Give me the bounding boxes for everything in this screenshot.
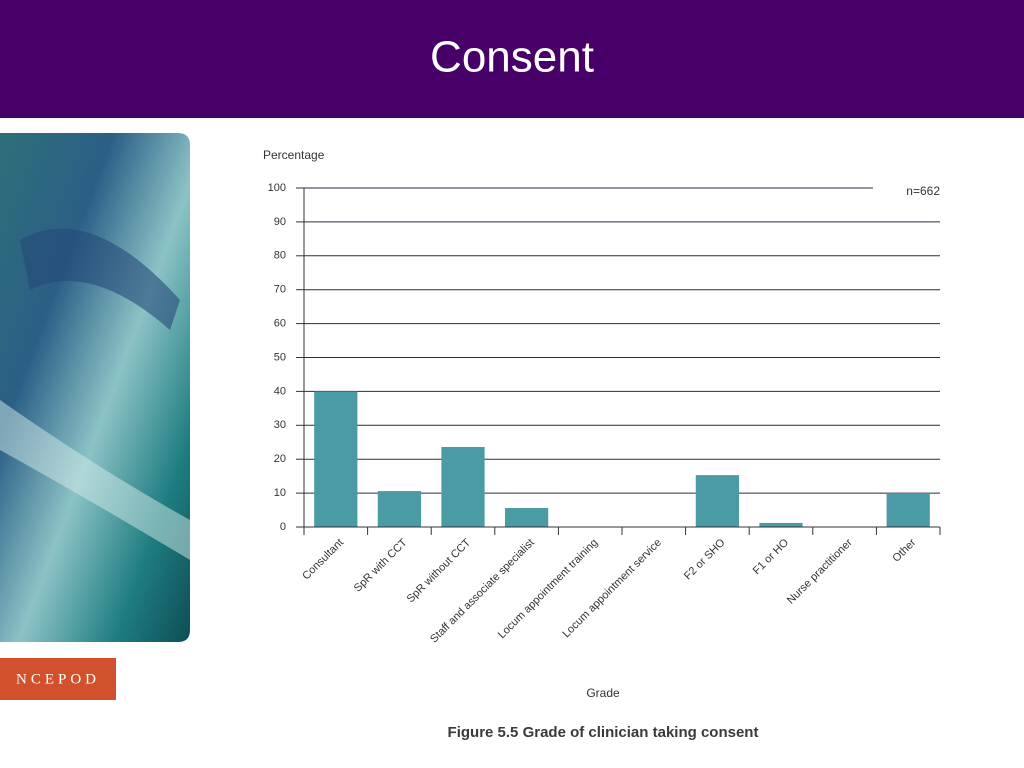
y-tick-label: 100 <box>268 182 286 194</box>
header-bar <box>0 0 1024 118</box>
bar <box>314 391 358 527</box>
y-tick-label: 80 <box>274 250 286 262</box>
bar <box>504 508 549 527</box>
x-axis-label: Grade <box>586 686 620 700</box>
y-tick-label: 20 <box>274 453 286 465</box>
bar <box>441 446 485 527</box>
bar <box>377 491 422 527</box>
x-tick-label: F2 or SHO <box>682 536 728 582</box>
photo-detail <box>20 228 180 330</box>
y-tick-label: 70 <box>274 284 286 296</box>
slide-title: Consent <box>430 33 594 82</box>
y-tick-label: 30 <box>274 419 286 431</box>
y-tick-label: 60 <box>274 318 286 330</box>
photo <box>0 133 190 642</box>
photo-detail <box>0 400 190 560</box>
x-tick-label: Nurse practitioner <box>785 536 855 606</box>
x-tick-label: SpR with CCT <box>352 536 410 594</box>
y-tick-label: 90 <box>274 216 286 228</box>
x-tick-label: Other <box>890 536 918 564</box>
logo-box <box>0 658 116 700</box>
annotation: n=662 <box>906 184 940 198</box>
x-tick-label: Consultant <box>300 537 346 583</box>
y-tick-label: 50 <box>274 351 286 363</box>
y-tick-label: 10 <box>274 487 286 499</box>
y-tick-label: 0 <box>280 521 286 533</box>
x-tick-label: F1 or HO <box>751 536 792 577</box>
caption: Figure 5.5 Grade of clinician taking con… <box>448 724 759 741</box>
logo-text: NCEPOD <box>16 671 100 687</box>
bar <box>886 493 930 527</box>
y-tick-label: 40 <box>274 385 286 397</box>
bar <box>759 522 803 527</box>
bar <box>695 475 740 527</box>
y-axis-label: Percentage <box>263 148 325 162</box>
x-tick-label: SpR without CCT <box>405 537 474 606</box>
x-tick-label: Staff and associate specialist <box>428 537 537 646</box>
